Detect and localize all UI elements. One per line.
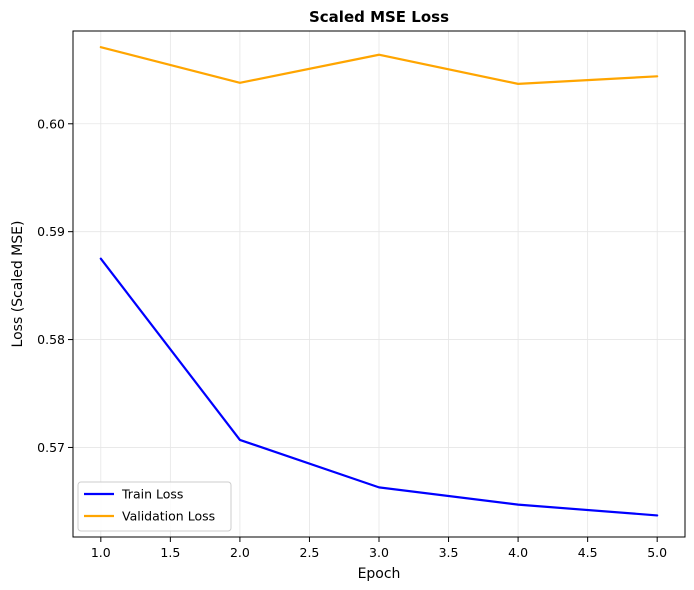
chart-title: Scaled MSE Loss xyxy=(309,8,449,26)
legend-label-train: Train Loss xyxy=(121,487,183,502)
x-tick-label: 5.0 xyxy=(647,545,667,560)
legend-label-validation: Validation Loss xyxy=(122,509,215,524)
y-tick-label: 0.58 xyxy=(37,332,65,347)
y-axis-title: Loss (Scaled MSE) xyxy=(10,221,26,348)
x-tick-label: 2.0 xyxy=(230,545,250,560)
legend-box xyxy=(77,481,232,532)
x-tick-label: 1.0 xyxy=(91,545,111,560)
x-axis-ticks: 1.0 1.5 2.0 2.5 3.0 3.5 4.0 4.5 5.0 xyxy=(91,537,667,560)
y-tick-label: 0.60 xyxy=(37,116,65,131)
x-tick-label: 4.0 xyxy=(508,545,528,560)
y-tick-label: 0.57 xyxy=(37,440,65,455)
y-tick-label: 0.59 xyxy=(37,224,65,239)
x-tick-label: 2.5 xyxy=(300,545,320,560)
grid xyxy=(73,31,685,537)
x-tick-label: 4.5 xyxy=(578,545,598,560)
series-lines xyxy=(99,46,659,517)
x-tick-label: 3.5 xyxy=(439,545,459,560)
y-axis-ticks: 0.57 0.58 0.59 0.60 xyxy=(37,116,73,455)
x-axis-title: Epoch xyxy=(358,566,401,582)
x-tick-label: 3.0 xyxy=(369,545,389,560)
series-line-validation xyxy=(99,46,659,85)
legend: Train Loss Validation Loss xyxy=(77,481,232,532)
series-line-train xyxy=(99,257,659,517)
x-tick-label: 1.5 xyxy=(160,545,180,560)
